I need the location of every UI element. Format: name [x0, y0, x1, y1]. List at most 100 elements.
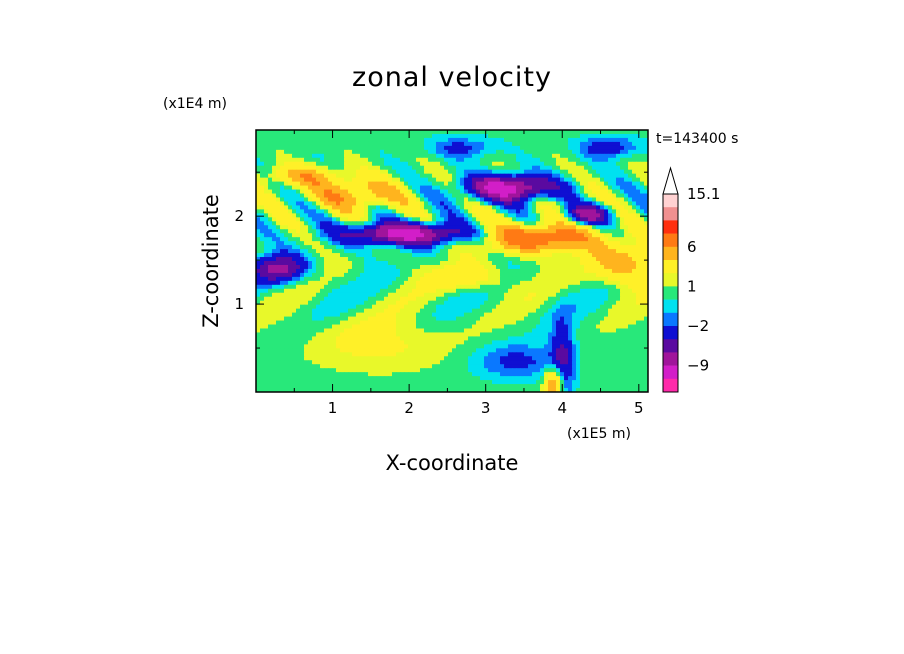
field-cell	[464, 324, 469, 329]
field-cell	[272, 141, 277, 147]
field-cell	[636, 221, 641, 226]
field-cell	[260, 130, 265, 135]
field-cell	[424, 312, 429, 317]
field-cell	[416, 213, 421, 218]
field-cell	[464, 137, 469, 143]
field-cell	[472, 145, 477, 151]
field-cell	[624, 292, 629, 298]
field-cell	[600, 308, 605, 314]
field-cell	[468, 229, 473, 234]
field-cell	[284, 133, 289, 139]
field-cell	[308, 165, 313, 171]
field-cell	[372, 253, 377, 258]
field-cell	[304, 141, 309, 147]
field-cell	[316, 181, 321, 186]
field-cell	[512, 209, 517, 214]
field-cell	[256, 261, 261, 266]
field-cell	[328, 157, 333, 163]
field-cell	[256, 328, 261, 333]
field-cell	[464, 261, 469, 266]
field-cell	[560, 284, 565, 290]
field-cell	[496, 165, 501, 171]
field-cell	[584, 201, 589, 206]
field-cell	[568, 185, 573, 190]
field-cell	[624, 261, 629, 266]
field-cell	[584, 288, 589, 294]
field-cell	[644, 225, 648, 230]
field-cell	[284, 245, 289, 250]
field-cell	[328, 209, 333, 214]
field-cell	[524, 276, 529, 282]
field-cell	[544, 237, 549, 242]
field-cell	[600, 280, 605, 286]
field-cell	[444, 137, 449, 143]
field-cell	[292, 205, 297, 210]
field-cell	[524, 245, 529, 250]
field-cell	[644, 288, 648, 294]
field-cell	[484, 149, 489, 155]
field-cell	[336, 185, 341, 190]
field-cell	[604, 153, 609, 159]
field-cell	[300, 169, 305, 175]
field-cell	[540, 157, 545, 163]
field-cell	[260, 264, 265, 270]
field-cell	[624, 308, 629, 314]
field-cell	[480, 261, 485, 266]
field-cell	[548, 229, 553, 234]
field-cell	[288, 320, 293, 325]
field-cell	[436, 233, 441, 238]
field-cell	[560, 320, 565, 325]
field-cell	[500, 205, 505, 210]
field-cell	[520, 292, 525, 298]
field-cell	[444, 272, 449, 278]
field-cell	[608, 130, 613, 135]
field-cell	[604, 268, 609, 274]
field-cell	[332, 284, 337, 290]
field-cell	[280, 217, 285, 222]
field-cell	[620, 237, 625, 242]
field-cell	[376, 272, 381, 278]
field-cell	[444, 292, 449, 298]
field-cell	[552, 169, 557, 175]
field-cell	[320, 205, 325, 210]
field-cell	[568, 253, 573, 258]
field-cell	[264, 257, 269, 262]
field-cell	[432, 268, 437, 274]
field-cell	[276, 304, 281, 310]
field-cell	[284, 161, 289, 167]
field-cell	[480, 189, 485, 194]
field-cell	[292, 296, 297, 302]
field-cell	[540, 280, 545, 286]
field-cell	[440, 324, 445, 329]
field-cell	[548, 133, 553, 139]
field-cell	[396, 229, 401, 234]
field-cell	[348, 288, 353, 294]
field-cell	[456, 157, 461, 163]
field-cell	[348, 241, 353, 246]
field-cell	[352, 229, 357, 234]
field-cell	[360, 149, 365, 155]
field-cell	[520, 328, 525, 333]
field-cell	[400, 225, 405, 230]
field-cell	[556, 225, 561, 230]
field-cell	[532, 221, 537, 226]
field-cell	[476, 245, 481, 250]
field-cell	[352, 201, 357, 206]
field-cell	[500, 272, 505, 278]
field-cell	[336, 225, 341, 230]
field-cell	[436, 130, 441, 135]
field-cell	[424, 173, 429, 179]
field-cell	[420, 225, 425, 230]
field-cell	[412, 257, 417, 262]
field-cell	[520, 288, 525, 294]
field-cell	[396, 276, 401, 282]
field-cell	[428, 145, 433, 151]
field-cell	[360, 169, 365, 175]
field-cell	[472, 272, 477, 278]
field-cell	[544, 213, 549, 218]
field-cell	[632, 161, 637, 167]
field-cell	[436, 257, 441, 262]
field-cell	[440, 173, 445, 179]
field-cell	[632, 324, 637, 329]
field-cell	[300, 261, 305, 266]
